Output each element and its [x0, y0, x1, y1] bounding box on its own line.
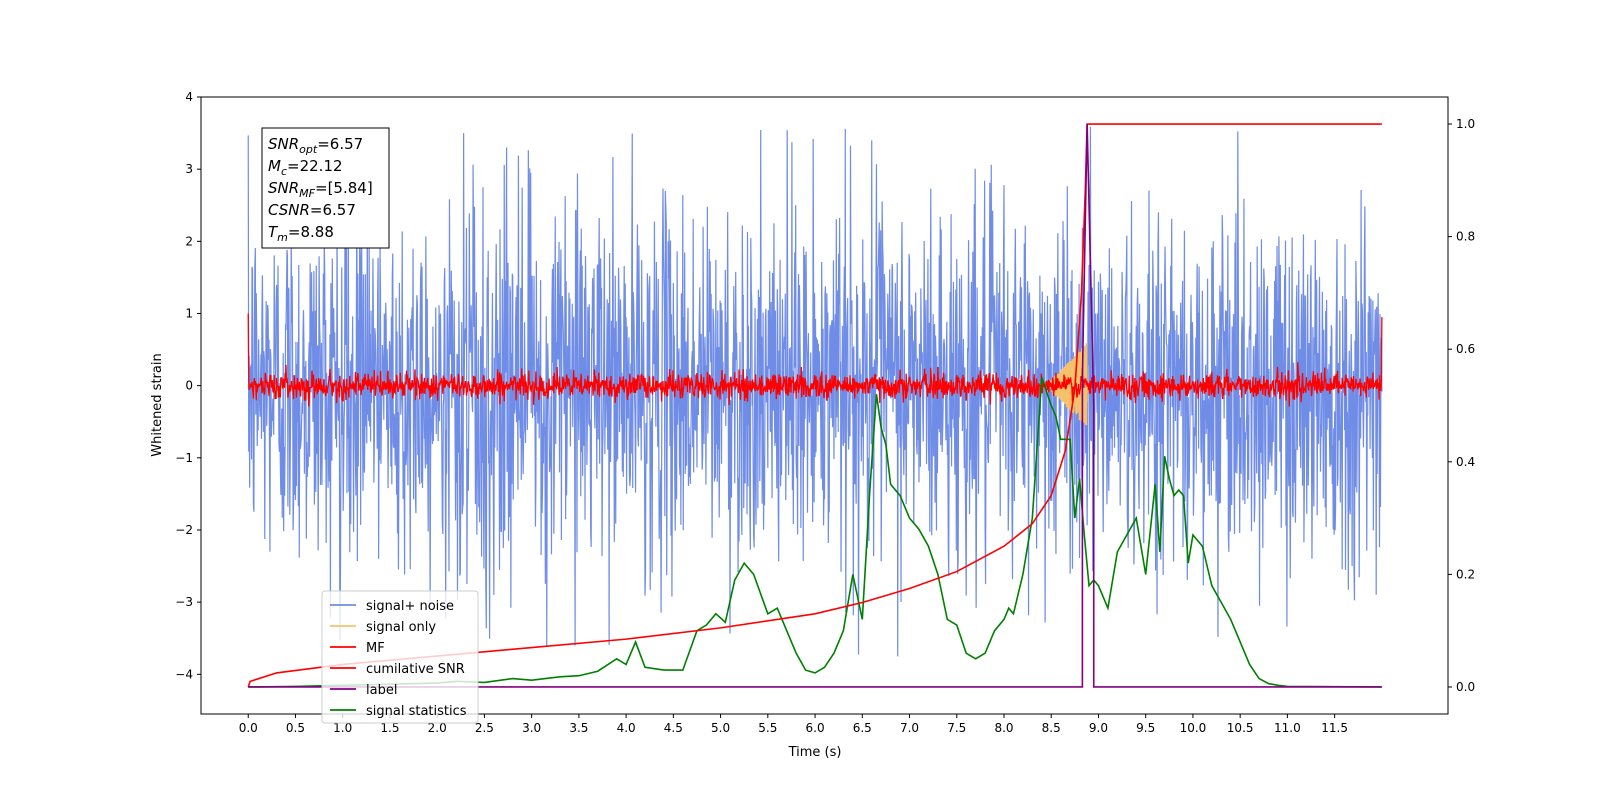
y-axis-label: Whitened strain — [150, 353, 165, 456]
x-tick-label: 6.0 — [806, 721, 825, 735]
y-axis-left: 4 3 2 1 0 −1 −2 −3 −4 — [175, 90, 201, 681]
legend: signal+ noise signal only MF cumilative SNR… — [321, 590, 479, 724]
annotation-line: SNRopt=6.57 — [268, 135, 363, 156]
x-tick-label: 11.5 — [1321, 721, 1348, 735]
x-tick-label: 2.0 — [428, 721, 447, 735]
y-tick-label-left: 1 — [185, 306, 193, 320]
series-layer — [247, 123, 1383, 688]
x-tick-label: 6.5 — [853, 721, 872, 735]
y-tick-label-left: −3 — [175, 595, 193, 609]
x-tick-label: 5.0 — [711, 721, 730, 735]
series-mf — [247, 313, 1383, 407]
y-tick-label-right: 0.6 — [1456, 342, 1475, 356]
legend-entry: signal+ noise — [366, 599, 454, 614]
legend-entry: cumilative SNR — [366, 662, 465, 677]
x-axis-label: Time (s) — [788, 745, 842, 760]
y-tick-label-left: 2 — [185, 234, 193, 248]
x-tick-label: 10.5 — [1227, 721, 1254, 735]
plot-frame — [200, 96, 1449, 715]
y-axis-right: 1.0 0.8 0.6 0.4 0.2 0.0 — [1448, 117, 1475, 694]
annotation-line: CSNR=6.57 — [268, 201, 356, 219]
x-tick-label: 8.5 — [1042, 721, 1061, 735]
series-signal-statistics — [248, 377, 1382, 688]
y-tick-label-right: 0.8 — [1456, 230, 1475, 244]
x-tick-label: 10.0 — [1180, 721, 1207, 735]
legend-entry: MF — [366, 641, 385, 656]
annotation-line: Mc=22.12 — [268, 157, 343, 178]
x-tick-label: 3.0 — [522, 721, 541, 735]
x-tick-label: 3.5 — [569, 721, 588, 735]
x-tick-label: 8.0 — [994, 721, 1013, 735]
y-tick-label-left: −4 — [175, 667, 193, 681]
x-axis: 0.0 0.5 1.0 1.5 2.0 2.5 3.0 3.5 4.0 4.5 5.0 5.5 6.0 6… — [239, 714, 1348, 735]
x-tick-label: 9.5 — [1136, 721, 1155, 735]
y-tick-label-left: 4 — [185, 90, 193, 104]
legend-entry: label — [366, 683, 397, 698]
x-tick-label: 0.0 — [239, 721, 258, 735]
y-tick-label-right: 0.4 — [1456, 455, 1475, 469]
y-tick-label-left: 3 — [185, 162, 193, 176]
y-tick-label-left: −1 — [175, 451, 193, 465]
annotation-line: Tm=8.88 — [268, 223, 334, 244]
x-tick-label: 2.5 — [475, 721, 494, 735]
x-tick-label: 7.0 — [900, 721, 919, 735]
x-tick-label: 4.5 — [664, 721, 683, 735]
x-tick-label: 9.0 — [1089, 721, 1108, 735]
x-tick-label: 5.5 — [758, 721, 777, 735]
series-label — [248, 124, 1382, 688]
legend-entry: signal only — [366, 620, 436, 635]
x-tick-label: 7.5 — [947, 721, 966, 735]
annotation-frame — [261, 127, 390, 249]
x-tick-label: 11.0 — [1274, 721, 1301, 735]
legend-frame — [321, 590, 479, 724]
y-tick-label-left: 0 — [185, 379, 193, 393]
y-tick-label-left: −2 — [175, 523, 193, 537]
y-tick-label-right: 0.2 — [1456, 567, 1475, 581]
annotation-box: SNRopt=6.57Mc=22.12SNRMF=[5.84]CSNR=6.57… — [261, 127, 390, 249]
x-tick-label: 1.0 — [333, 721, 352, 735]
annotation-line: SNRMF=[5.84] — [268, 179, 373, 200]
x-tick-label: 0.5 — [286, 721, 305, 735]
x-tick-label: 1.5 — [380, 721, 399, 735]
y-tick-label-right: 1.0 — [1456, 117, 1475, 131]
legend-entry: signal statistics — [366, 704, 467, 719]
x-tick-label: 4.0 — [617, 721, 636, 735]
y-tick-label-right: 0.0 — [1456, 680, 1475, 694]
